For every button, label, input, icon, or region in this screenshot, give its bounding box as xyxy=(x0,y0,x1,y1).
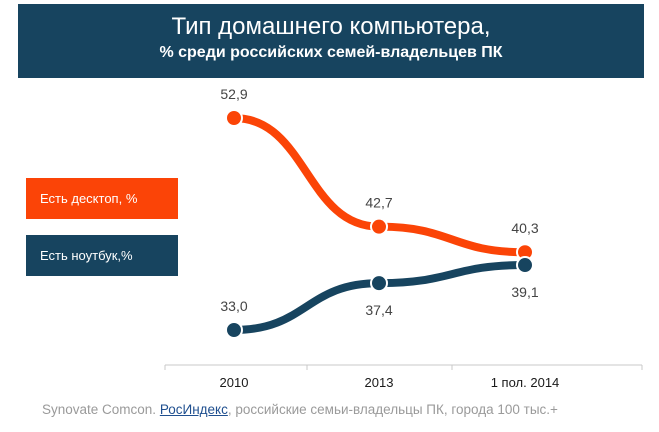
series-1-point-1 xyxy=(370,274,388,293)
source-note: Synovate Comcon. РосИндекс, российские с… xyxy=(42,402,642,418)
chart-header: Тип домашнего компьютера, % среди россий… xyxy=(18,4,644,78)
x-tick-label-1: 2013 xyxy=(365,375,394,390)
chart-subtitle: % среди российских семей-владельцев ПК xyxy=(159,44,503,61)
laptop-data-label-2: 39,1 xyxy=(511,284,538,300)
x-tick-label-2: 1 пол. 2014 xyxy=(491,375,560,390)
chart-title: Тип домашнего компьютера, xyxy=(171,13,491,40)
source-text: , российские семьи-владельцы ПК, города … xyxy=(227,402,558,417)
laptop-data-label-1: 37,4 xyxy=(365,302,392,318)
legend-desktop: Есть десктоп, % xyxy=(26,178,178,219)
x-tick-label-0: 2010 xyxy=(220,375,249,390)
source-link[interactable]: РосИндекс xyxy=(159,402,228,417)
legend-laptop: Есть ноутбук,% xyxy=(26,235,178,276)
laptop-data-label-0: 33,0 xyxy=(220,298,247,314)
desktop-data-label-0: 52,9 xyxy=(220,86,247,102)
source-name: Synovate Comcon. xyxy=(42,402,157,417)
series-0-point-1 xyxy=(370,217,388,236)
series-1-point-0 xyxy=(225,321,243,339)
desktop-data-label-2: 40,3 xyxy=(511,220,538,236)
desktop-data-label-1: 42,7 xyxy=(365,195,392,211)
series-1-point-2 xyxy=(516,256,534,275)
series-0-point-0 xyxy=(225,109,243,127)
